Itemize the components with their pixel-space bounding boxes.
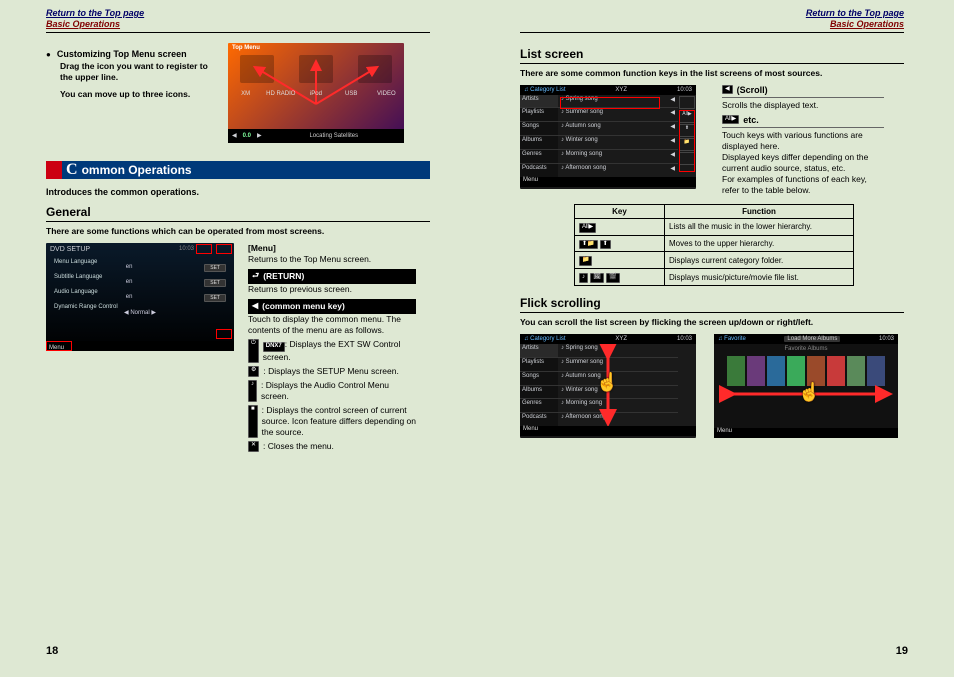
source-icon: ■ (248, 405, 258, 438)
menu-definitions: [Menu] Returns to the Top Menu screen. ⮐… (248, 243, 416, 453)
table-row: ♪ 🖼 🎬Displays music/picture/movie file l… (575, 269, 854, 286)
all-icon: All▶ (722, 115, 739, 125)
link-basic-r[interactable]: Basic Operations (830, 19, 904, 29)
up-icon: ⬆ (600, 240, 611, 250)
common-menu-bar: ◀ (common menu key) (248, 299, 416, 314)
link-top-r[interactable]: Return to the Top page (806, 8, 904, 18)
ext-sw-icon: ⏻ (248, 339, 259, 363)
setup-icon: ⚙ (248, 366, 259, 377)
category-list-screenshot: ♫ Category List XYZ 10:03 Artists Playli… (520, 85, 696, 189)
chevron-left-icon: ◀ (232, 132, 237, 139)
menu-label: [Menu] (248, 243, 416, 254)
audio-icon: ♪ (248, 380, 257, 402)
picture-icon: 🖼 (590, 273, 604, 283)
general-note: There are some functions which can be op… (46, 226, 430, 237)
dnx7-chip: DNX7 (263, 342, 285, 352)
heading-list: List screen (520, 47, 904, 61)
close-icon: ✕ (248, 441, 259, 452)
page-number-left: 18 (46, 645, 58, 657)
table-row: ⬆📁 ⬆Moves to the upper hierarchy. (575, 235, 854, 252)
table-row: All▶Lists all the music in the lower hie… (575, 218, 854, 235)
return-icon: ⮐ (252, 271, 259, 281)
menu-key-icon: ◀ (252, 301, 258, 311)
list-note: There are some common function keys in t… (520, 68, 904, 79)
link-top[interactable]: Return to the Top page (46, 8, 144, 18)
page-number-right: 19 (896, 645, 908, 657)
flick-vertical-screenshot: ♫ Category List XYZ 10:03 Artists Playli… (520, 334, 696, 438)
left-page: Return to the Top page Basic Operations … (46, 8, 430, 452)
folder-icon: 📁 (579, 256, 592, 266)
up-folder-icon: ⬆📁 (579, 240, 598, 250)
scroll-desc-block: ◀ (Scroll) Scrolls the displayed text. A… (722, 85, 884, 196)
custom-desc1: Drag the icon you want to register to th… (60, 61, 216, 83)
link-basic[interactable]: Basic Operations (46, 19, 120, 29)
custom-desc2: You can move up to three icons. (60, 89, 216, 100)
flick-horizontal-screenshot: ♫ Favorite Load More Albums 10:03 Favori… (714, 334, 898, 438)
chevron-right-icon: ▶ (257, 132, 262, 139)
section-bar: C ommon Operations (46, 161, 430, 179)
return-bar: ⮐ (RETURN) (248, 269, 416, 284)
hand-icon: ☝ (798, 382, 820, 403)
header-links-right: Return to the Top page Basic Operations (520, 8, 904, 33)
custom-title: Customizing Top Menu screen (57, 49, 187, 59)
drag-arrows-icon (228, 49, 404, 109)
hand-icon: ☝ (596, 372, 618, 393)
right-page: Return to the Top page Basic Operations … (520, 8, 904, 452)
dvd-setup-screenshot: DVD SETUP 10:03 Menu Language en SET Sub… (46, 243, 234, 351)
flick-note: You can scroll the list screen by flicki… (520, 317, 904, 328)
intro-text: Introduces the common operations. (46, 187, 430, 197)
all-play-icon: All▶ (579, 223, 596, 233)
music-icon: ♪ (579, 273, 588, 283)
heading-general: General (46, 205, 430, 219)
key-function-table: Key Function All▶Lists all the music in … (574, 204, 854, 286)
bullet-icon (46, 49, 51, 59)
heading-flick: Flick scrolling (520, 296, 904, 310)
movie-icon: 🎬 (606, 273, 619, 283)
header-links-left: Return to the Top page Basic Operations (46, 8, 430, 33)
table-row: 📁Displays current category folder. (575, 252, 854, 269)
scroll-icon: ◀ (722, 85, 733, 95)
topmenu-screenshot: Top Menu XM HD RADIO iPod USB (228, 43, 404, 143)
